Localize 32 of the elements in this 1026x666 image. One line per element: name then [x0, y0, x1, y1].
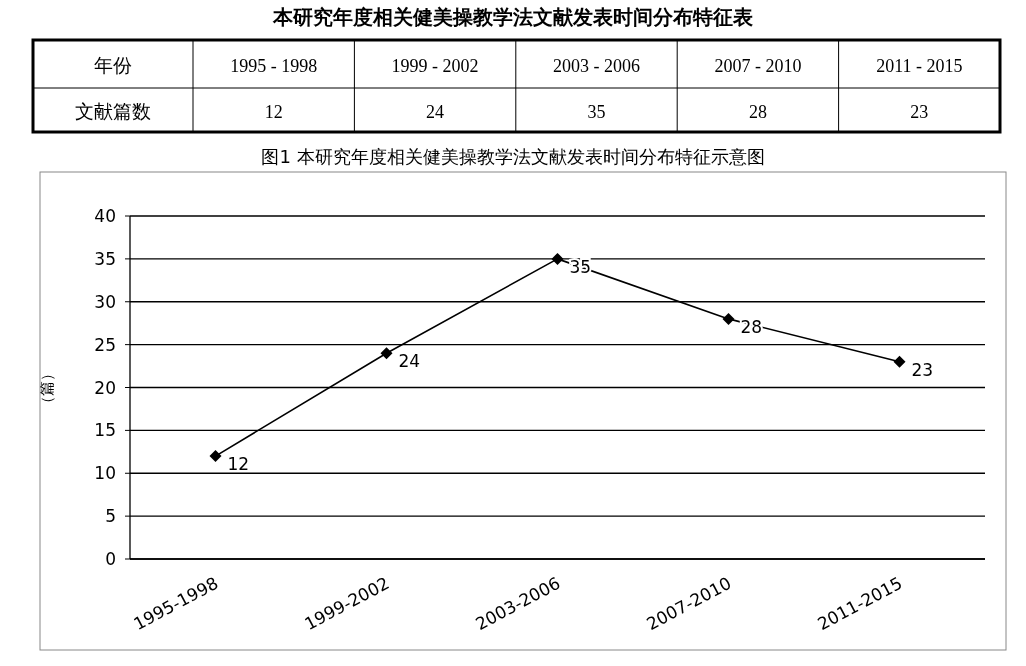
category-label: 2007 - 2010	[714, 56, 802, 76]
chart-title: 图1 本研究年度相关健美操教学法文献发表时间分布特征示意图	[261, 146, 765, 167]
data-label: 23	[911, 359, 934, 380]
category-label: 2003 - 2006	[553, 56, 640, 76]
data-label: 12	[264, 102, 283, 122]
category-label: 1999 - 2002	[391, 56, 479, 76]
text: 年份	[94, 54, 132, 76]
data-label: 35	[587, 102, 606, 122]
point	[551, 252, 564, 265]
data-label: 12	[227, 454, 250, 475]
point	[893, 355, 906, 368]
text: 本研究年度相关健美操教学法文献发表时间分布特征表	[272, 5, 753, 29]
text: 文献篇数	[75, 100, 151, 122]
y-axis-title: （篇）	[38, 365, 56, 411]
category-label: 2011 - 2015	[876, 56, 963, 76]
y-tick-label: 40	[94, 206, 116, 226]
y-tick-label: 20	[94, 377, 116, 398]
y-tick-label: 0	[105, 549, 116, 569]
data-label: 23	[910, 102, 929, 122]
y-tick-label: 25	[94, 334, 116, 355]
data-label: 24	[398, 351, 421, 372]
point	[209, 450, 222, 463]
data-label: 24	[426, 102, 445, 122]
point	[722, 312, 735, 325]
point	[380, 347, 393, 360]
category-label: 1995 - 1998	[230, 56, 318, 76]
y-tick-label: 15	[94, 420, 116, 441]
y-tick-label: 30	[94, 291, 116, 312]
y-tick-label: 5	[105, 506, 116, 527]
data-label: 28	[748, 102, 767, 122]
y-tick-label: 10	[94, 463, 116, 484]
y-tick-label: 35	[94, 248, 116, 269]
